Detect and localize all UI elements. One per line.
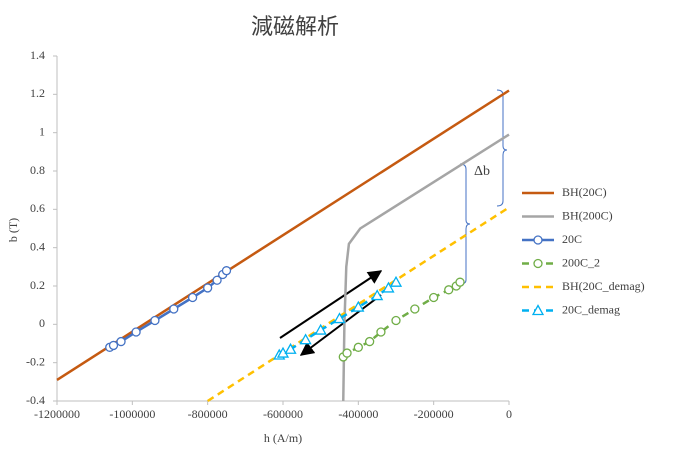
x-tick-label: -600000 — [263, 407, 303, 421]
x-tick-label: 0 — [506, 407, 512, 421]
x-tick-label: -400000 — [338, 407, 378, 421]
arrow — [299, 294, 382, 356]
data-point — [342, 348, 352, 358]
x-axis-label: h (A/m) — [264, 431, 302, 445]
y-tick-label: 0 — [39, 316, 45, 330]
data-point — [410, 304, 420, 314]
data-point — [352, 300, 365, 312]
chart-title: 減磁解析 — [251, 15, 339, 40]
data-point — [203, 283, 213, 293]
y-tick-label: 0.6 — [30, 201, 45, 215]
y-tick-label: -0.2 — [26, 354, 45, 368]
data-point — [221, 266, 232, 276]
y-tick-label: 1.4 — [30, 48, 45, 62]
y-tick-label: 0.8 — [30, 163, 45, 177]
legend-label: 20C_demag — [562, 302, 620, 316]
legend-label: 200C_2 — [562, 255, 600, 269]
legend-label: BH(200C) — [562, 208, 613, 222]
data-point — [333, 312, 346, 324]
annotation: Δb — [474, 164, 490, 179]
data-point — [444, 285, 454, 295]
x-tick-label: -1200000 — [34, 407, 80, 421]
data-point — [382, 281, 395, 293]
data-point — [314, 323, 327, 335]
bracket — [459, 163, 471, 285]
data-point — [150, 315, 160, 326]
data-point — [187, 292, 198, 303]
y-tick-label: 1 — [39, 124, 45, 138]
data-point — [299, 333, 312, 345]
y-tick-label: -0.4 — [26, 393, 45, 407]
y-tick-label: 0.4 — [30, 239, 45, 253]
arrow — [279, 270, 383, 339]
y-tick-label: 1.2 — [30, 86, 45, 100]
data-point — [131, 327, 141, 337]
data-point — [212, 275, 222, 285]
legend-marker — [531, 304, 545, 316]
legend-marker — [533, 235, 543, 245]
data-point — [108, 340, 119, 351]
data-point — [169, 304, 179, 314]
data-point — [455, 277, 465, 287]
series-line — [342, 133, 510, 402]
data-point — [376, 327, 386, 337]
x-tick-label: -800000 — [188, 407, 228, 421]
data-point — [364, 336, 375, 347]
legend-label: 20C — [562, 232, 582, 246]
data-point — [116, 336, 126, 347]
y-tick-label: 0.2 — [30, 278, 45, 292]
legend-marker — [533, 258, 543, 269]
data-point — [429, 292, 439, 303]
x-tick-label: -200000 — [414, 407, 454, 421]
data-point — [284, 342, 297, 354]
legend-label: BH(20C_demag) — [562, 279, 645, 293]
data-point — [389, 275, 403, 287]
legend-label: BH(20C) — [562, 185, 607, 199]
x-tick-label: -1000000 — [109, 407, 155, 421]
data-point — [353, 342, 363, 352]
data-point — [371, 289, 384, 301]
y-axis-label: b (T) — [6, 218, 20, 242]
data-point — [391, 315, 401, 326]
bracket — [496, 89, 508, 207]
